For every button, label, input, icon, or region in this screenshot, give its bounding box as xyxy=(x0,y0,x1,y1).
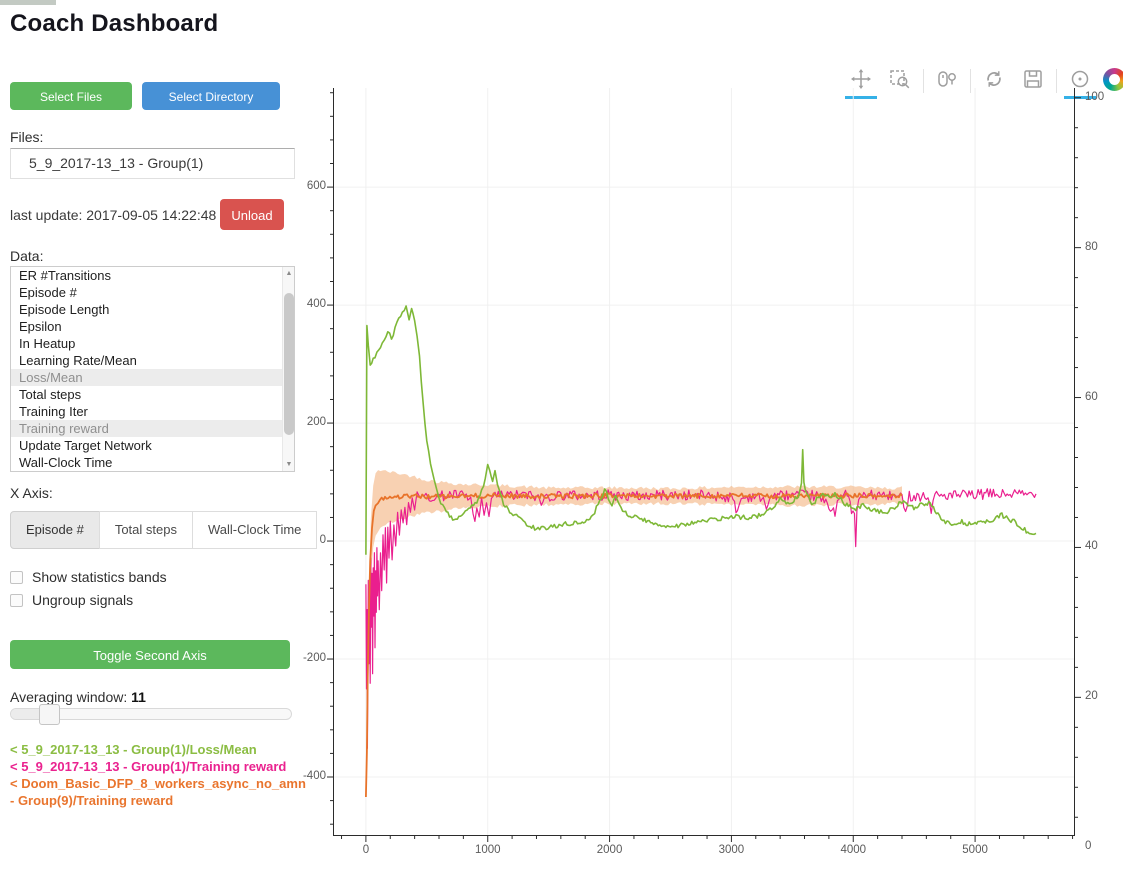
axis-tick-label: 2000 xyxy=(596,844,623,856)
select-directory-button[interactable]: Select Directory xyxy=(142,82,280,110)
x-axis-tab[interactable]: Total steps xyxy=(98,511,193,549)
select-files-button[interactable]: Select Files xyxy=(10,82,132,110)
axis-tick-label: 80 xyxy=(1085,240,1098,253)
averaging-window-label: Averaging window: 11 xyxy=(10,689,146,705)
averaging-window-slider[interactable] xyxy=(10,704,292,725)
checkbox[interactable] xyxy=(10,593,23,607)
data-list-item[interactable]: Wall-Clock Time xyxy=(19,455,113,470)
bokeh-logo[interactable] xyxy=(1103,68,1123,91)
axis-tick-label: 400 xyxy=(306,298,326,311)
checkbox-label: Ungroup signals xyxy=(32,592,134,608)
data-list-item[interactable]: In Heatup xyxy=(19,336,76,351)
axis-tick-label: 1000 xyxy=(474,844,501,856)
axis-tick-label: -400 xyxy=(302,770,326,782)
toolbar-separator xyxy=(970,69,971,93)
box-zoom-tool-icon[interactable] xyxy=(884,66,916,99)
data-list-item[interactable]: Episode Length xyxy=(19,302,110,317)
scroll-down-icon[interactable]: ▼ xyxy=(285,461,293,468)
checkbox-row: Show statistics bands xyxy=(10,569,167,585)
axis-tick-label: 40 xyxy=(1085,540,1098,553)
axis-tick-label: -200 xyxy=(302,652,326,665)
scrollbar-thumb[interactable] xyxy=(284,293,294,435)
files-select[interactable]: 5_9_2017-13_13 - Group(1) xyxy=(10,148,295,179)
axis-tick-label: 100 xyxy=(1085,90,1105,103)
toolbar-separator xyxy=(1056,69,1057,93)
data-list-item[interactable]: Episode # xyxy=(19,285,77,300)
save-tool-icon[interactable] xyxy=(1017,66,1049,99)
data-list-item[interactable]: Learning Rate/Mean xyxy=(19,353,137,368)
data-list-item[interactable]: Training Iter xyxy=(19,404,88,419)
legend-item[interactable]: < Doom_Basic_DFP_8_workers_async_no_amn … xyxy=(10,776,306,808)
legend-item[interactable]: < 5_9_2017-13_13 - Group(1)/Loss/Mean xyxy=(10,742,257,757)
axis-tick-label: 600 xyxy=(306,180,326,193)
scroll-up-icon[interactable]: ▲ xyxy=(285,270,293,277)
x-axis-label: X Axis: xyxy=(10,485,53,501)
axis-tick-label: 60 xyxy=(1085,390,1098,403)
checkbox-label: Show statistics bands xyxy=(32,569,167,585)
axis-tick-label: 5000 xyxy=(962,844,988,856)
x-axis-tab[interactable]: Wall-Clock Time xyxy=(191,511,318,549)
axis-tick-label: 0 xyxy=(362,844,370,856)
axis-tick-label: 0 xyxy=(319,534,326,547)
selected-file: 5_9_2017-13_13 - Group(1) xyxy=(29,155,204,171)
x-axis-tab-group: Episode # Total steps Wall-Clock Time xyxy=(10,511,318,549)
data-label: Data: xyxy=(10,248,44,264)
data-signal-list[interactable]: ER #Transitions Episode # Episode Length Ep… xyxy=(10,266,295,472)
data-list-item[interactable]: Training reward xyxy=(11,420,294,437)
slider-handle[interactable] xyxy=(39,704,60,725)
reset-tool-icon[interactable] xyxy=(978,66,1010,99)
chart-legend: < 5_9_2017-13_13 - Group(1)/Loss/Mean < 5… xyxy=(10,741,313,809)
last-update-text: last update: 2017-09-05 14:22:48 xyxy=(10,207,217,223)
plot-area[interactable] xyxy=(325,88,1083,846)
axis-tick-label: 0 xyxy=(1085,840,1092,853)
data-list-item[interactable]: ER #Transitions xyxy=(19,268,111,283)
checkbox-row: Ungroup signals xyxy=(10,592,133,608)
toggle-second-axis-button[interactable]: Toggle Second Axis xyxy=(10,640,290,669)
axis-tick-label: 3000 xyxy=(718,844,745,856)
axis-tick-label: 4000 xyxy=(840,844,867,856)
data-list-item[interactable]: Update Target Network xyxy=(19,438,152,453)
clipped-browser-element xyxy=(0,0,56,5)
wheel-zoom-tool-icon[interactable] xyxy=(931,66,963,99)
averaging-window-value: 11 xyxy=(131,689,146,705)
checkbox[interactable] xyxy=(10,570,23,584)
pan-tool-icon[interactable] xyxy=(845,66,877,99)
page-title: Coach Dashboard xyxy=(10,10,219,37)
files-label: Files: xyxy=(10,129,44,145)
data-list-item[interactable]: Epsilon xyxy=(19,319,62,334)
axis-tick-label: 20 xyxy=(1085,690,1098,703)
legend-item[interactable]: < 5_9_2017-13_13 - Group(1)/Training rew… xyxy=(10,759,287,774)
scrollbar[interactable]: ▲ ▼ xyxy=(282,267,294,471)
x-axis-tab[interactable]: Episode # xyxy=(10,511,100,549)
data-list-item[interactable]: Total steps xyxy=(19,387,82,402)
toolbar-separator xyxy=(923,69,924,93)
data-list-item[interactable]: Loss/Mean xyxy=(11,369,294,386)
unload-button[interactable]: Unload xyxy=(220,199,284,230)
axis-tick-label: 200 xyxy=(306,416,326,429)
